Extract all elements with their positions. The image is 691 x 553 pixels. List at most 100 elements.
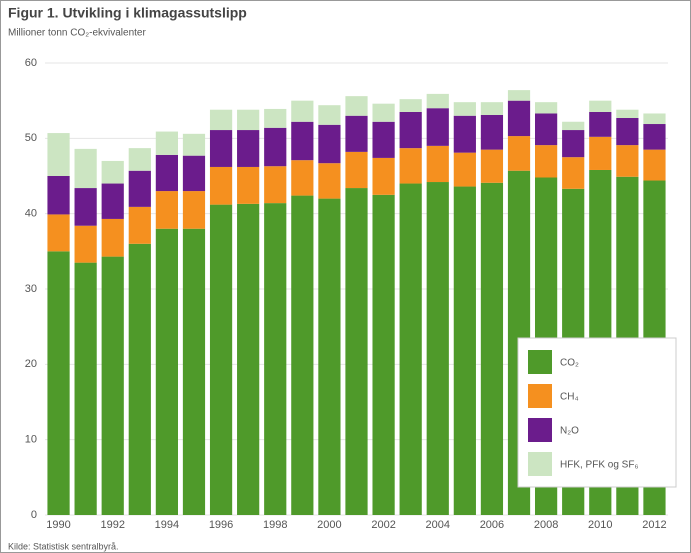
bar-segment bbox=[453, 115, 476, 153]
bar-segment bbox=[426, 108, 449, 146]
bar-segment bbox=[562, 157, 585, 189]
x-tick-label: 1994 bbox=[155, 519, 179, 531]
x-tick-label: 2006 bbox=[480, 519, 504, 531]
x-tick-label: 2012 bbox=[642, 519, 666, 531]
bar-segment bbox=[453, 102, 476, 116]
legend-label: N₂O bbox=[560, 426, 579, 437]
legend-swatch bbox=[528, 350, 552, 374]
bar-segment bbox=[507, 136, 531, 171]
y-tick-label: 50 bbox=[25, 132, 37, 144]
bar-segment bbox=[264, 203, 287, 515]
bar-segment bbox=[426, 182, 449, 515]
y-tick-label: 10 bbox=[25, 434, 37, 446]
x-tick-label: 1998 bbox=[263, 519, 287, 531]
bar-segment bbox=[345, 151, 368, 189]
y-tick-label: 20 bbox=[25, 358, 37, 370]
legend-swatch bbox=[528, 384, 552, 408]
bar-segment bbox=[47, 176, 70, 215]
bar-segment bbox=[345, 115, 368, 152]
bar-segment bbox=[372, 103, 395, 122]
bar-segment bbox=[372, 194, 395, 516]
bar-segment bbox=[101, 218, 124, 257]
bar-segment bbox=[101, 160, 124, 184]
legend-swatch bbox=[528, 452, 552, 476]
bar-segment bbox=[372, 157, 395, 195]
bar-segment bbox=[182, 155, 206, 192]
bar-segment bbox=[182, 228, 206, 515]
bar-segment bbox=[480, 102, 504, 115]
bar-segment bbox=[237, 109, 260, 131]
bar-segment bbox=[237, 203, 260, 515]
bar-segment bbox=[155, 191, 178, 229]
bar-segment bbox=[128, 243, 151, 516]
x-tick-label: 1990 bbox=[46, 519, 70, 531]
bar-segment bbox=[399, 183, 422, 516]
legend-label: CH₄ bbox=[560, 392, 579, 403]
y-tick-label: 0 bbox=[31, 509, 37, 521]
bar-segment bbox=[318, 163, 341, 199]
bar-segment bbox=[47, 251, 70, 516]
x-tick-label: 2002 bbox=[371, 519, 395, 531]
bar-segment bbox=[643, 124, 666, 150]
bar-segment bbox=[616, 117, 639, 146]
bar-segment bbox=[318, 124, 341, 164]
source: Kilde: Statistisk sentralbyrå. bbox=[8, 541, 119, 551]
y-tick-label: 60 bbox=[25, 57, 37, 69]
bar-segment bbox=[399, 148, 422, 184]
bar-segment bbox=[345, 188, 368, 515]
bar-segment bbox=[535, 145, 558, 178]
y-tick-label: 30 bbox=[25, 283, 37, 295]
bar-segment bbox=[480, 149, 504, 183]
bar-segment bbox=[507, 90, 531, 101]
bar-segment bbox=[47, 133, 70, 176]
bar-segment bbox=[264, 108, 287, 128]
bar-segment bbox=[74, 225, 97, 263]
bar-segment bbox=[182, 133, 206, 156]
bar-segment bbox=[237, 166, 260, 204]
bar-segment bbox=[264, 166, 287, 204]
bar-segment bbox=[291, 195, 314, 515]
x-tick-label: 1992 bbox=[100, 519, 124, 531]
bar-segment bbox=[535, 113, 558, 146]
bar-segment bbox=[399, 111, 422, 149]
bar-segment bbox=[589, 100, 612, 112]
bar-segment bbox=[616, 145, 639, 177]
bar-segment bbox=[47, 214, 70, 252]
bar-segment bbox=[74, 188, 97, 226]
bar-segment bbox=[237, 130, 260, 167]
bar-segment bbox=[291, 121, 314, 161]
bar-segment bbox=[74, 148, 97, 189]
legend-swatch bbox=[528, 418, 552, 442]
bar-segment bbox=[453, 152, 476, 187]
bar-segment bbox=[535, 102, 558, 114]
bar-segment bbox=[155, 228, 178, 515]
bar-segment bbox=[318, 198, 341, 515]
bar-segment bbox=[155, 131, 178, 155]
bar-segment bbox=[128, 206, 151, 244]
bar-segment bbox=[643, 149, 666, 181]
bar-segment bbox=[507, 100, 531, 137]
x-tick-label: 2004 bbox=[426, 519, 450, 531]
bar-segment bbox=[589, 136, 612, 170]
bar-segment bbox=[372, 121, 395, 158]
bar-segment bbox=[453, 186, 476, 515]
bar-segment bbox=[426, 145, 449, 183]
subtitle: Millioner tonn CO₂-ekvivalenter bbox=[8, 28, 146, 39]
bar-segment bbox=[318, 105, 341, 125]
bar-segment bbox=[426, 93, 449, 109]
bar-segment bbox=[399, 99, 422, 112]
x-tick-label: 2010 bbox=[588, 519, 612, 531]
bar-segment bbox=[643, 113, 666, 125]
legend-label: CO₂ bbox=[560, 358, 579, 369]
chart-title: Figur 1. Utvikling i klimagassutslipp bbox=[8, 5, 247, 21]
bar-segment bbox=[616, 109, 639, 118]
bar-segment bbox=[101, 256, 124, 515]
bar-segment bbox=[128, 170, 151, 207]
x-tick-label: 2008 bbox=[534, 519, 558, 531]
bar-segment bbox=[264, 127, 287, 167]
bar-segment bbox=[74, 262, 97, 515]
bar-segment bbox=[589, 111, 612, 137]
bar-segment bbox=[209, 204, 233, 516]
bar-segment bbox=[155, 154, 178, 192]
